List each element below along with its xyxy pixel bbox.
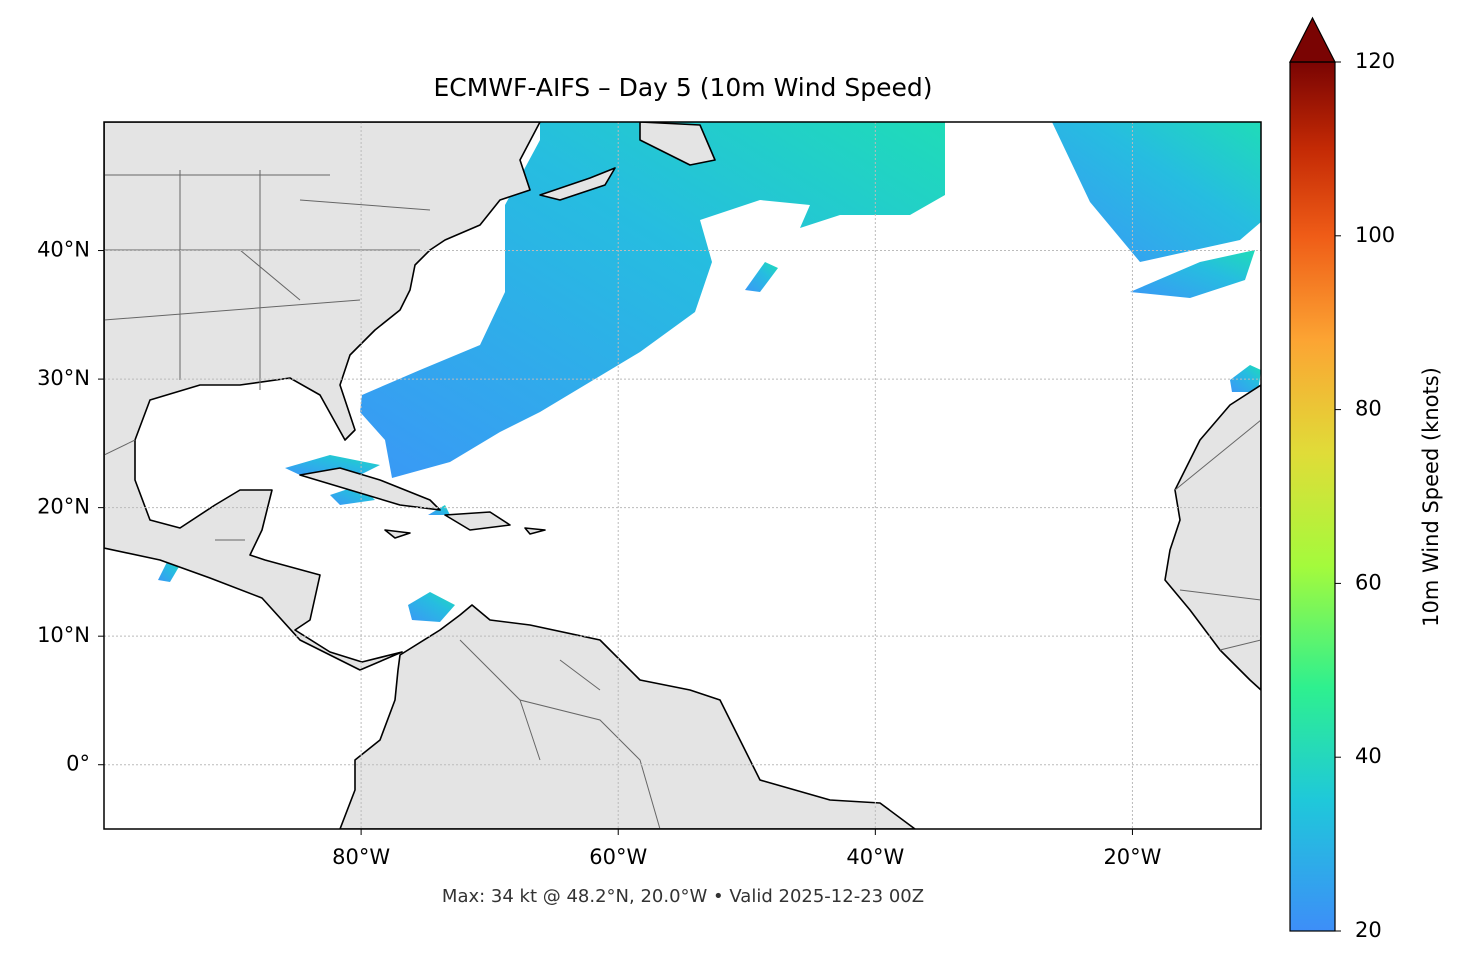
colorbar-tick-label: 100: [1355, 223, 1395, 247]
y-tick-label: 10°N: [37, 623, 90, 647]
colorbar-tick-label: 40: [1355, 744, 1382, 768]
colorbar-tick-label: 20: [1355, 918, 1382, 942]
south-america: [339, 604, 916, 829]
x-tick-label: 20°W: [1103, 845, 1161, 869]
nova-scotia: [539, 167, 616, 201]
x-tick-label: 80°W: [332, 845, 390, 869]
map-area: [104, 122, 1261, 829]
x-tick-label: 40°W: [846, 845, 904, 869]
newfoundland: [639, 122, 716, 166]
colorbar-tick-label: 80: [1355, 397, 1382, 421]
x-tick-label: 60°W: [589, 845, 647, 869]
map-frame: [103, 121, 1262, 830]
y-tick-label: 40°N: [37, 238, 90, 262]
y-tick-label: 0°: [66, 752, 90, 776]
colorbar-scale: [1290, 62, 1335, 931]
colorbar: 10m Wind Speed (knots) 20 40 60 80 100 120: [1289, 16, 1443, 942]
chart-title: ECMWF-AIFS – Day 5 (10m Wind Speed): [434, 73, 933, 102]
colorbar-label: 10m Wind Speed (knots): [1419, 367, 1443, 627]
africa: [1164, 384, 1261, 691]
colorbar-tick-label: 60: [1355, 570, 1382, 594]
hispaniola: [444, 511, 511, 531]
colorbar-frame: [1289, 61, 1336, 932]
cuba: [299, 467, 441, 511]
annotation: Max: 34 kt @ 48.2°N, 20.0°W • Valid 2025…: [442, 886, 924, 907]
y-tick-label: 20°N: [37, 495, 90, 519]
colorbar-extend: [1289, 16, 1336, 63]
jamaica: [384, 529, 411, 539]
puerto-rico: [524, 527, 546, 535]
colorbar-tick-label: 120: [1355, 49, 1395, 73]
y-tick-label: 30°N: [37, 366, 90, 390]
north-america: [104, 122, 541, 671]
